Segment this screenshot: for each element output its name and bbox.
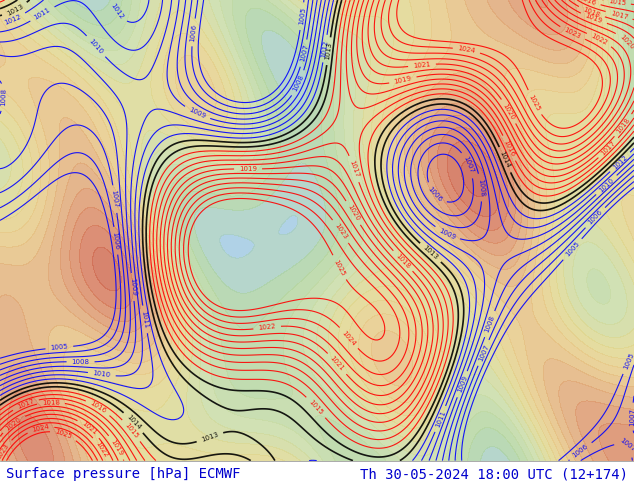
- Text: 1007: 1007: [477, 343, 489, 362]
- Text: 1010: 1010: [87, 38, 104, 55]
- Text: 1014: 1014: [498, 150, 512, 169]
- Text: 1016: 1016: [89, 400, 107, 415]
- Text: 1012: 1012: [110, 2, 124, 21]
- Text: 1024: 1024: [31, 423, 50, 433]
- Text: 1023: 1023: [333, 222, 348, 241]
- Text: 1025: 1025: [527, 93, 541, 112]
- Text: 1019: 1019: [585, 13, 603, 24]
- Text: 1019: 1019: [394, 75, 412, 85]
- Text: 1017: 1017: [16, 398, 35, 410]
- Text: 1009: 1009: [129, 278, 136, 296]
- Text: 1005: 1005: [564, 241, 581, 258]
- Text: 1014: 1014: [126, 414, 142, 431]
- Text: 1017: 1017: [610, 10, 629, 20]
- Text: 1012: 1012: [612, 154, 629, 171]
- Text: 1021: 1021: [329, 355, 346, 372]
- Text: 1013: 1013: [325, 42, 333, 61]
- Text: 1025: 1025: [332, 258, 346, 277]
- Text: Surface pressure [hPa] ECMWF: Surface pressure [hPa] ECMWF: [6, 467, 241, 481]
- Text: 1022: 1022: [258, 323, 276, 331]
- Text: 1017: 1017: [348, 159, 360, 178]
- Text: 1007: 1007: [629, 408, 634, 426]
- Text: 1015: 1015: [608, 0, 626, 7]
- Text: 1008: 1008: [72, 359, 89, 365]
- Text: 1016: 1016: [578, 0, 597, 6]
- Text: 1011: 1011: [141, 310, 150, 329]
- Text: 1006: 1006: [189, 23, 197, 42]
- Text: 1012: 1012: [3, 13, 22, 25]
- Text: 1019: 1019: [109, 438, 124, 457]
- Text: 1010: 1010: [93, 370, 111, 378]
- Text: 1009: 1009: [438, 227, 457, 241]
- Text: 1013: 1013: [422, 245, 439, 261]
- Text: 1011: 1011: [33, 7, 52, 21]
- Text: 1023: 1023: [563, 26, 582, 40]
- Text: 1005: 1005: [622, 352, 634, 370]
- Text: 1017: 1017: [600, 140, 617, 156]
- Text: 1016: 1016: [503, 139, 516, 157]
- Text: 1020: 1020: [4, 416, 22, 431]
- Text: 1007: 1007: [299, 44, 309, 63]
- Text: 1007: 1007: [619, 437, 634, 452]
- Text: 1007: 1007: [111, 190, 119, 208]
- Text: 1011: 1011: [434, 410, 446, 428]
- Text: 1025: 1025: [55, 428, 73, 440]
- Text: 1009: 1009: [456, 375, 469, 393]
- Text: 1009: 1009: [188, 107, 207, 120]
- Text: 1018: 1018: [616, 117, 631, 134]
- Text: 1020: 1020: [346, 204, 360, 222]
- Text: 1005: 1005: [298, 7, 306, 25]
- Text: 1020: 1020: [501, 102, 516, 121]
- Text: 1006: 1006: [572, 443, 590, 459]
- Text: 1008: 1008: [1, 88, 8, 106]
- Text: 1015: 1015: [307, 399, 324, 416]
- Text: 1021: 1021: [81, 420, 98, 437]
- Text: 1019: 1019: [239, 166, 257, 172]
- Text: 1018: 1018: [582, 6, 601, 19]
- Text: 1006: 1006: [112, 231, 120, 250]
- Text: 1015: 1015: [124, 421, 139, 439]
- Text: 1018: 1018: [394, 252, 411, 270]
- Text: 1010: 1010: [598, 176, 615, 193]
- Text: 1006: 1006: [586, 209, 604, 226]
- Text: 1007: 1007: [462, 155, 475, 174]
- Text: Th 30-05-2024 18:00 UTC (12+174): Th 30-05-2024 18:00 UTC (12+174): [359, 467, 628, 481]
- Text: 1022: 1022: [590, 32, 609, 46]
- Text: 1020: 1020: [619, 33, 634, 50]
- Text: 1024: 1024: [340, 329, 357, 346]
- Text: 1005: 1005: [50, 344, 68, 351]
- Text: 1013: 1013: [6, 3, 24, 17]
- Text: 1013: 1013: [200, 431, 219, 443]
- Text: 1008: 1008: [292, 74, 305, 93]
- Text: 1012: 1012: [321, 39, 329, 58]
- Text: 1008: 1008: [484, 315, 496, 334]
- Text: 1018: 1018: [42, 399, 60, 406]
- Text: 1023: 1023: [0, 442, 10, 461]
- Text: 1021: 1021: [413, 61, 431, 69]
- Text: 1008: 1008: [477, 178, 485, 197]
- Text: 1022: 1022: [94, 440, 108, 458]
- Text: 1024: 1024: [457, 46, 476, 54]
- Text: 1006: 1006: [427, 186, 443, 203]
